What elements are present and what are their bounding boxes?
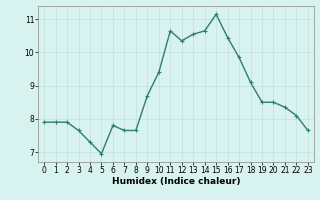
X-axis label: Humidex (Indice chaleur): Humidex (Indice chaleur) [112,177,240,186]
